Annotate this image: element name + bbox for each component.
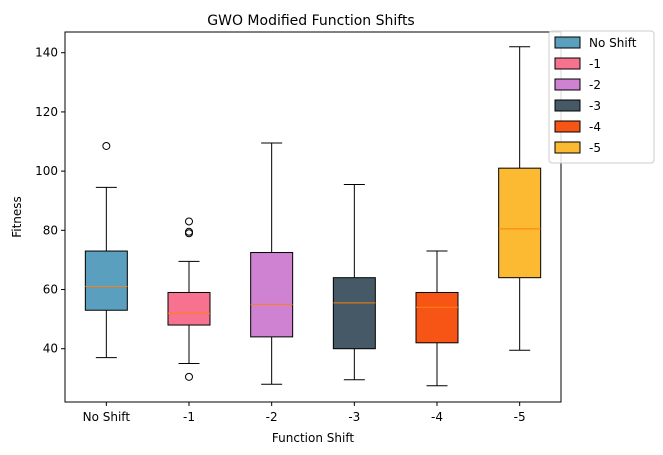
chart-title: GWO Modified Function Shifts: [207, 13, 414, 29]
box: [332, 277, 376, 350]
x-tick-label: -1: [183, 410, 195, 424]
box: [84, 250, 128, 311]
legend-swatch: [554, 99, 581, 112]
x-tick-label: -5: [514, 410, 526, 424]
x-tick-label: -3: [348, 410, 360, 424]
x-tick-label: -4: [431, 410, 443, 424]
y-axis: 40 60 80 100 120 140: [35, 46, 65, 356]
box: [250, 252, 294, 338]
legend: No Shift -1 -2 -3 -4 -5: [548, 30, 655, 164]
outlier-point: [102, 141, 111, 150]
legend-label: -2: [589, 78, 601, 92]
plot-frame: [64, 31, 562, 403]
box-group: [167, 217, 211, 381]
box-group: [415, 250, 459, 387]
box-group: [84, 141, 128, 359]
y-axis-label: Fitness: [10, 196, 24, 238]
legend-label: -3: [589, 99, 601, 113]
outlier-point: [185, 217, 193, 226]
outlier-point: [185, 227, 193, 236]
legend-swatch: [554, 57, 581, 70]
box: [167, 291, 211, 326]
legend-label: -5: [589, 141, 601, 155]
legend-swatch: [554, 120, 581, 133]
y-tick-label: 100: [35, 164, 58, 178]
y-tick-label: 40: [43, 342, 58, 356]
boxes: [84, 46, 542, 387]
y-tick-label: 120: [35, 105, 58, 119]
box: [498, 167, 542, 279]
legend-swatch: [554, 141, 581, 154]
box-group: [332, 183, 376, 381]
box-group: [498, 46, 542, 351]
x-axis-label: Function Shift: [272, 431, 354, 445]
legend-label: -4: [589, 120, 601, 134]
y-tick-label: 80: [43, 223, 58, 237]
x-tick-label: No Shift: [83, 410, 131, 424]
legend-label: No Shift: [589, 36, 637, 50]
outlier-point: [185, 372, 193, 381]
legend-label: -1: [589, 57, 601, 71]
box: [415, 291, 459, 344]
legend-swatch: [554, 36, 581, 49]
y-tick-label: 140: [35, 46, 58, 60]
box-group: [250, 142, 294, 385]
x-tick-label: -2: [266, 410, 278, 424]
legend-swatch: [554, 78, 581, 91]
y-tick-label: 60: [43, 283, 58, 297]
x-axis: No Shift -1 -2 -3 -4 -5: [83, 402, 526, 424]
